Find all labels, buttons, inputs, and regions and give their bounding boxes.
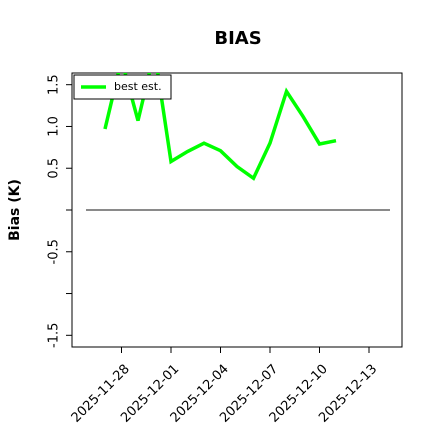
y-tick-label: -0.5 xyxy=(47,239,62,264)
plot-area xyxy=(103,73,337,181)
legend: best est. xyxy=(73,74,172,100)
chart-title: BIAS xyxy=(214,28,261,49)
y-tick-label: 1.5 xyxy=(47,74,62,95)
legend-label: best est. xyxy=(114,80,162,93)
y-axis-label: Bias (K) xyxy=(7,179,23,241)
y-tick-label: 1.0 xyxy=(47,116,62,137)
series-line xyxy=(103,73,337,181)
y-tick-label: 0.5 xyxy=(47,158,62,179)
y-tick-label: -1.5 xyxy=(47,323,62,348)
